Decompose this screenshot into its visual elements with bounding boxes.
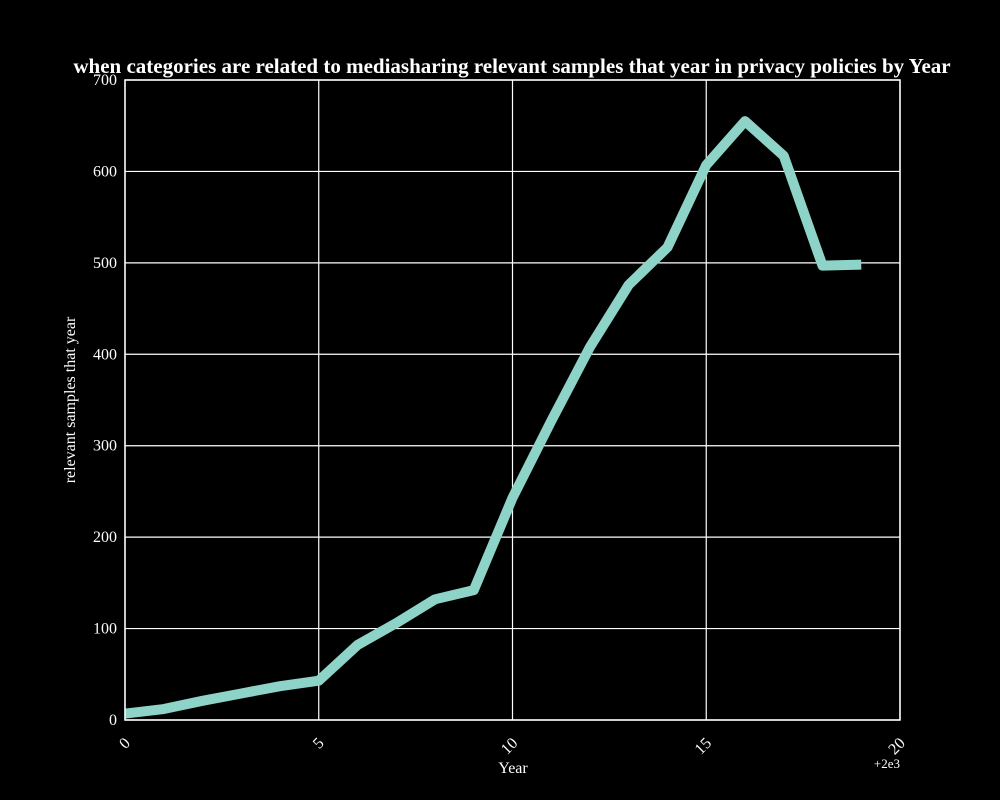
y-tick-label: 0 [109,712,117,729]
x-axis-offset-label: +2e3 [874,756,900,771]
y-axis-label: relevant samples that year [62,316,79,483]
series-layer [124,116,862,719]
chart-title: when categories are related to mediashar… [73,54,950,78]
y-tick-label: 500 [93,255,117,272]
y-tick-label: 700 [93,72,117,89]
y-tick-label: 200 [93,529,117,546]
series-line [124,116,862,719]
y-tick-label: 400 [93,346,117,363]
plot-frame [124,79,901,721]
y-tick-label: 100 [93,621,117,638]
y-tick-label: 300 [93,438,117,455]
y-tick-label: 600 [93,163,117,180]
y-axis-ticks: 0 100 200 300 400 500 600 700 [93,72,117,729]
x-axis-label: Year [498,760,528,777]
